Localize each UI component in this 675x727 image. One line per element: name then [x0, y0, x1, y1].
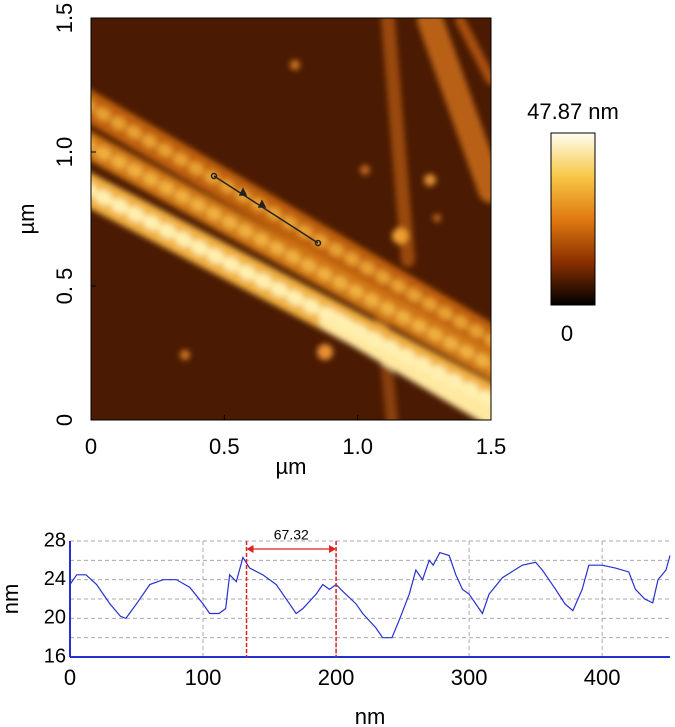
x-tick-label: 200	[318, 665, 355, 690]
y-tick-label: 1.0	[52, 137, 77, 168]
x-tick-label: 300	[451, 665, 488, 690]
y-tick-label: 24	[44, 568, 66, 590]
y-tick-label: 0. 5	[52, 268, 77, 305]
y-tick-label: 28	[44, 529, 66, 551]
x-tick-label: 0	[85, 434, 97, 459]
x-tick-label: 100	[185, 665, 222, 690]
x-tick-label: 400	[584, 665, 621, 690]
x-axis-label: nm	[355, 704, 386, 727]
colorbar	[550, 132, 596, 306]
image-frame	[90, 17, 492, 421]
y-tick-label: 0	[52, 414, 77, 426]
colorbar-label: 0	[561, 321, 573, 346]
y-tick-label: 16	[44, 645, 66, 667]
y-axis-label: µm	[14, 203, 39, 234]
y-tick-label: 1.5	[52, 3, 77, 34]
annotation-label: 67.32	[274, 527, 309, 543]
x-tick-label: 0	[64, 665, 76, 690]
x-tick-label: 1.5	[476, 434, 507, 459]
afm-image	[91, 18, 491, 420]
y-tick-label: 20	[44, 607, 66, 629]
x-axis-label: µm	[275, 454, 306, 479]
y-axis-label: nm	[0, 584, 23, 615]
profile-line	[210, 172, 322, 247]
profile-curve	[69, 551, 671, 639]
colorbar-label: 47.87 nm	[527, 99, 619, 124]
x-tick-label: 0.5	[209, 434, 240, 459]
x-tick-label: 1.0	[342, 434, 373, 459]
